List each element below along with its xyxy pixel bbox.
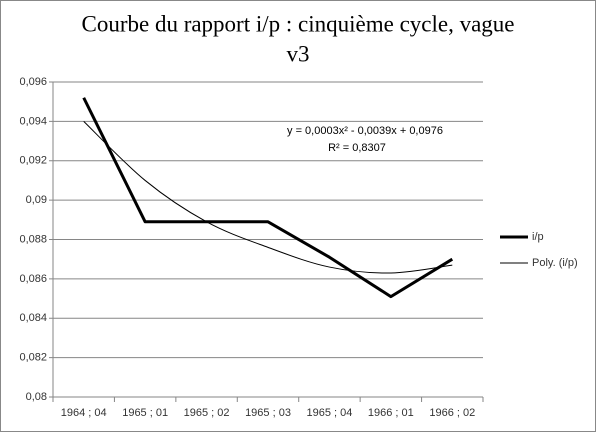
data-line (82, 97, 454, 299)
x-tick-label: 1966 ; 02 (429, 407, 475, 419)
data-line (83, 121, 453, 274)
x-tick-label: 1966 ; 01 (368, 407, 414, 419)
x-tick-label: 1965 ; 03 (245, 407, 291, 419)
trend-r2: R² = 0,8307 (328, 142, 386, 154)
y-tick-label: 0,084 (19, 312, 47, 324)
x-tick-label: 1965 ; 04 (306, 407, 352, 419)
y-tick-label: 0,086 (19, 273, 47, 285)
y-tick-label: 0,088 (19, 233, 47, 245)
trend-equation: y = 0,0003x² - 0,0039x + 0,0976 (287, 125, 443, 137)
y-tick-label: 0,082 (19, 352, 47, 364)
y-tick-label: 0,092 (19, 155, 47, 167)
y-tick-label: 0,09 (26, 194, 47, 206)
legend-label: i/p (532, 231, 544, 243)
y-tick-label: 0,096 (19, 76, 47, 88)
chart-title: Courbe du rapport i/p : cinquième cycle,… (81, 11, 514, 36)
x-tick-label: 1965 ; 01 (122, 407, 168, 419)
chart-title: v3 (287, 41, 310, 66)
x-tick-label: 1964 ; 04 (61, 407, 107, 419)
y-tick-label: 0,094 (19, 115, 47, 127)
x-tick-label: 1965 ; 02 (184, 407, 230, 419)
legend-label: Poly. (i/p) (532, 257, 578, 269)
y-tick-label: 0,08 (26, 391, 47, 403)
